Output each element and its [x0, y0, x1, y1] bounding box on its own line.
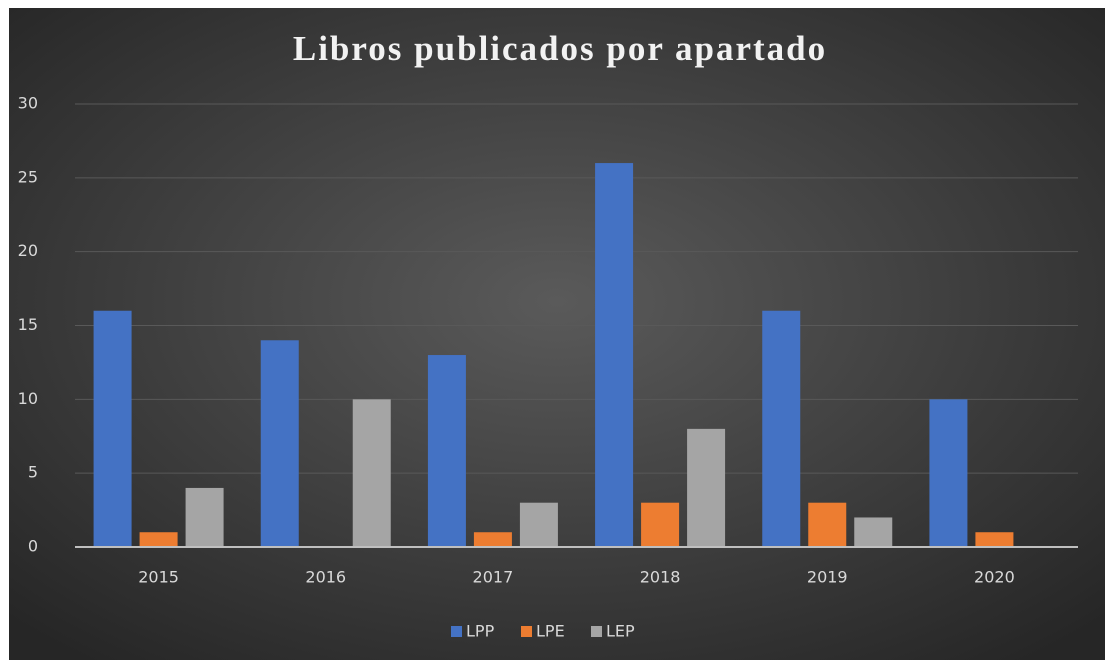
y-tick-label: 15 [18, 315, 38, 334]
legend-swatch [451, 626, 462, 637]
y-tick-label: 25 [18, 167, 38, 186]
bar [975, 532, 1014, 547]
y-tick-label: 30 [18, 94, 38, 113]
y-tick-label: 20 [18, 241, 38, 260]
y-tick-label: 0 [28, 537, 38, 556]
x-tick-label: 2019 [807, 568, 848, 587]
bar [427, 355, 466, 547]
bar [352, 399, 391, 547]
bar [687, 428, 726, 547]
legend-label: LEP [606, 622, 635, 641]
bar [595, 163, 634, 548]
x-tick-label: 2017 [473, 568, 514, 587]
y-tick-label: 5 [28, 463, 38, 482]
y-tick-label: 10 [18, 389, 38, 408]
bar [641, 502, 680, 547]
chart-background [9, 8, 1105, 660]
legend-label: LPP [466, 622, 495, 641]
legend-swatch [521, 626, 532, 637]
bar [808, 502, 847, 547]
x-tick-label: 2016 [305, 568, 346, 587]
bar [762, 310, 801, 547]
chart-title: Libros publicados por apartado [293, 29, 827, 68]
bar [93, 310, 132, 547]
bar [519, 502, 558, 547]
legend-label: LPE [536, 622, 565, 641]
bar [473, 532, 512, 547]
x-tick-label: 2020 [974, 568, 1015, 587]
legend-swatch [591, 626, 602, 637]
x-tick-label: 2018 [640, 568, 681, 587]
bar [185, 487, 224, 547]
bar [139, 532, 178, 547]
bar [260, 340, 299, 547]
x-tick-label: 2015 [138, 568, 179, 587]
bar [854, 517, 893, 547]
bar [929, 399, 968, 547]
